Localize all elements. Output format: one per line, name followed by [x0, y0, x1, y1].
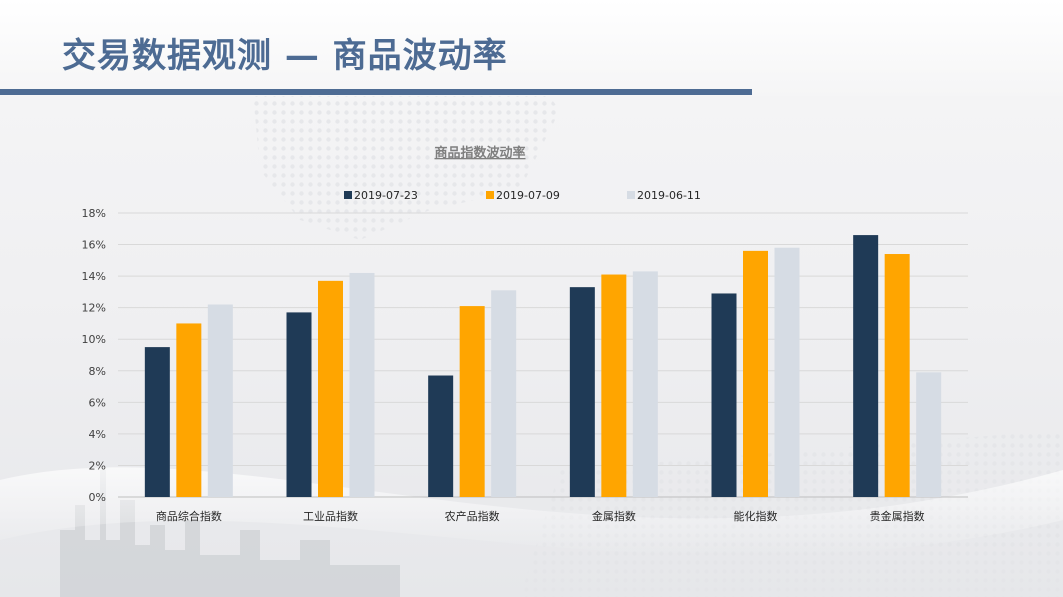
chart-bars: [144, 235, 942, 498]
legend-label: 2019-07-23: [354, 189, 418, 202]
bar: [459, 306, 485, 497]
bar: [491, 290, 517, 497]
legend-swatch: [486, 191, 494, 199]
bar: [632, 271, 658, 497]
y-tick-label: 2%: [89, 459, 106, 472]
chart-title: 商品指数波动率: [434, 145, 525, 161]
bar: [286, 312, 312, 497]
chart-gridlines: [118, 212, 968, 498]
bar: [853, 235, 879, 498]
x-tick-label: 商品综合指数: [156, 509, 222, 523]
bar: [916, 372, 942, 497]
bar: [207, 304, 233, 497]
x-tick-label: 工业品指数: [303, 509, 358, 523]
legend-label: 2019-06-11: [637, 189, 701, 202]
title-underline-bar: [0, 89, 752, 95]
bar: [144, 347, 170, 497]
bar: [428, 375, 454, 497]
bar: [884, 254, 910, 497]
legend-label: 2019-07-09: [496, 189, 560, 202]
x-axis: 商品综合指数 工业品指数 农产品指数 金属指数 能化指数 贵金属指数: [156, 509, 925, 523]
bar: [774, 247, 800, 497]
y-tick-label: 10%: [82, 333, 106, 346]
world-map-dots: [250, 60, 560, 240]
city-skyline: [60, 470, 400, 597]
y-tick-label: 18%: [82, 207, 106, 220]
y-tick-label: 12%: [82, 302, 106, 315]
chart-legend: 2019-07-23 2019-07-09 2019-06-11: [344, 189, 701, 202]
page-title: 交易数据观测 — 商品波动率: [62, 36, 508, 76]
header-band: [0, 0, 1063, 96]
bar: [318, 280, 343, 497]
bar: [711, 293, 737, 497]
y-tick-label: 8%: [89, 365, 106, 378]
y-tick-label: 6%: [89, 396, 106, 409]
x-tick-label: 贵金属指数: [870, 509, 925, 523]
bar: [349, 272, 375, 497]
y-tick-label: 0%: [89, 491, 106, 504]
light-wave: [0, 467, 1063, 556]
y-tick-label: 16%: [82, 239, 106, 252]
x-tick-label: 金属指数: [592, 509, 636, 523]
bar: [743, 250, 768, 497]
x-tick-label: 农产品指数: [445, 509, 500, 523]
y-tick-label: 14%: [82, 270, 106, 283]
x-tick-label: 能化指数: [734, 509, 778, 523]
bar: [601, 274, 627, 497]
legend-swatch: [627, 191, 635, 199]
y-axis: 0% 2% 4% 6% 8% 10% 12% 14% 16% 18%: [82, 207, 106, 504]
y-tick-label: 4%: [89, 428, 106, 441]
bar: [569, 287, 595, 497]
legend-swatch: [344, 191, 352, 199]
bar: [176, 323, 202, 497]
